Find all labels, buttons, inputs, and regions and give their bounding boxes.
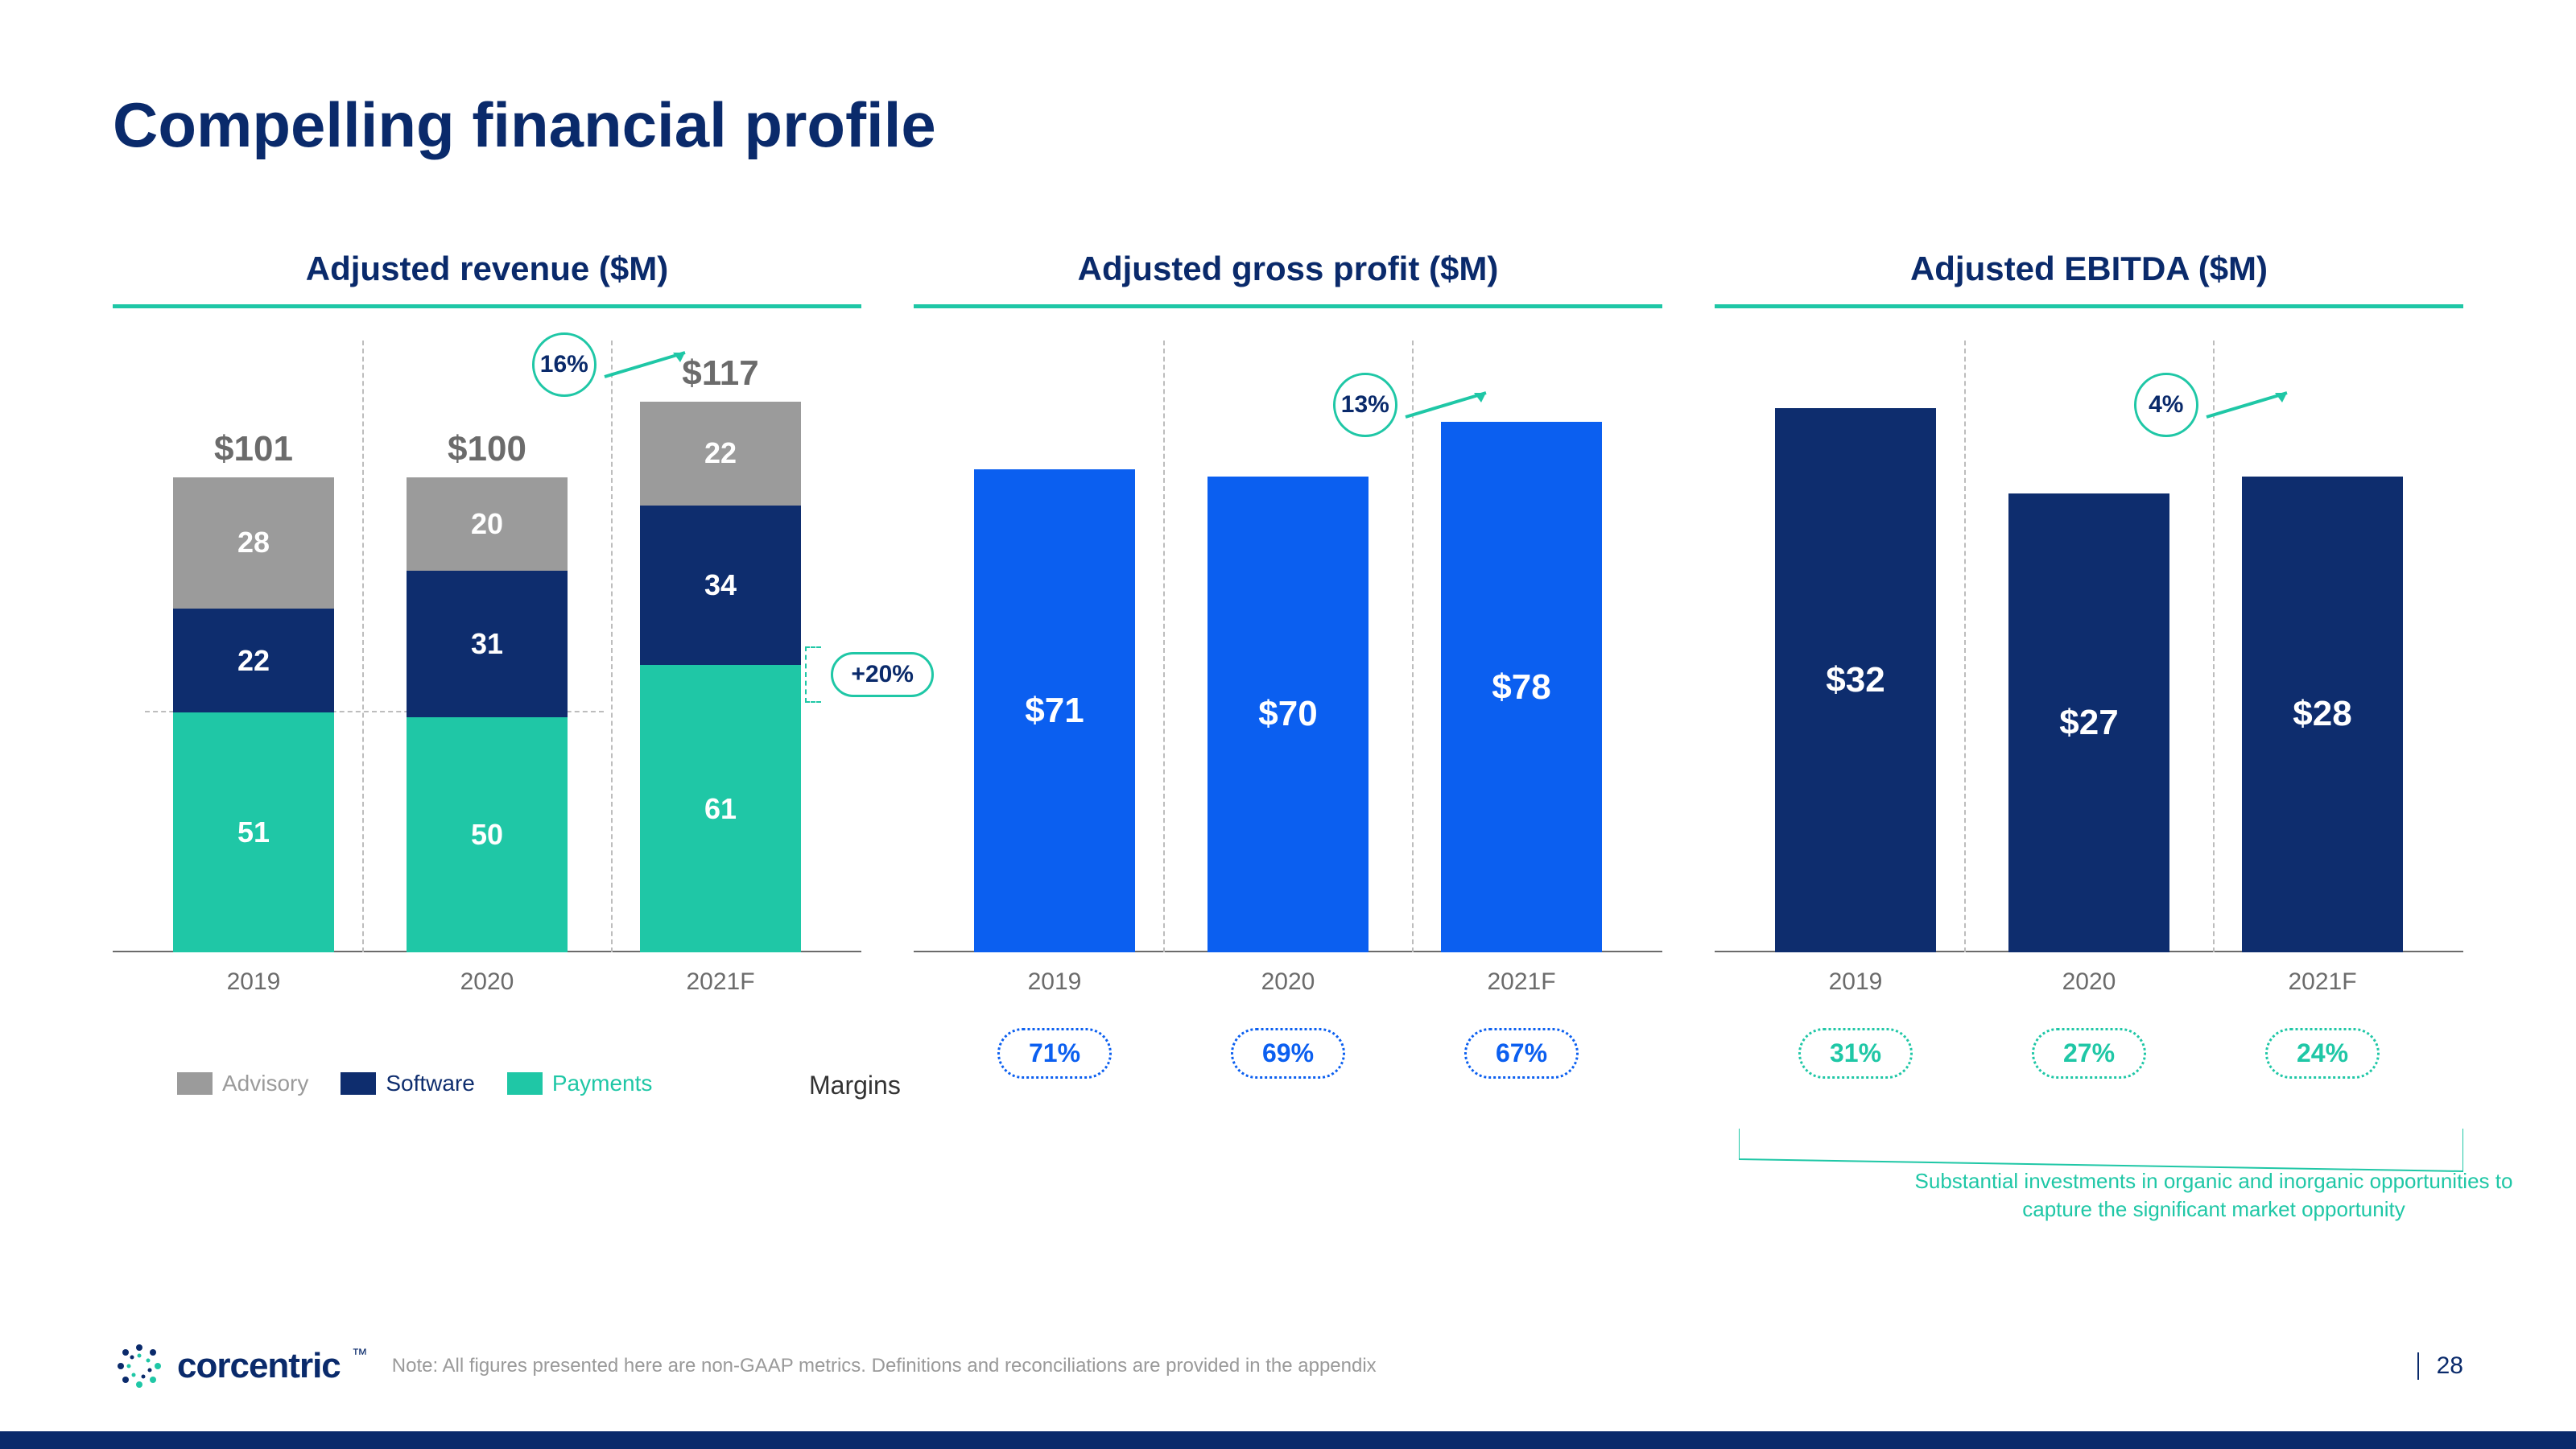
x-label: 2020 <box>407 968 568 996</box>
x-label: 2020 <box>1208 968 1368 996</box>
ebitda-margins: 31% 27% 24% <box>1715 996 2463 1079</box>
bar-stack: 503120$100 <box>407 477 568 952</box>
bar-group: $27 <box>2008 493 2169 952</box>
growth-callout: 16% <box>532 332 701 397</box>
legend-swatch <box>341 1072 376 1095</box>
bar-total: $100 <box>407 429 568 469</box>
page-title: Compelling financial profile <box>113 89 936 162</box>
margin-pill: 31% <box>1798 1028 1913 1079</box>
bar-group: $32 <box>1775 408 1936 952</box>
gross-profit-chart: Adjusted gross profit ($M) $71$70$7813% … <box>914 250 1662 1079</box>
legend-label: Payments <box>552 1071 653 1096</box>
margin-pill: 71% <box>997 1028 1112 1079</box>
bar: $32 <box>1775 408 1936 952</box>
bar-stack: 512228$101 <box>173 477 334 952</box>
legend-item-payments: Payments <box>507 1071 653 1096</box>
x-label: 2020 <box>2008 968 2169 996</box>
growth-value: 16% <box>532 332 597 397</box>
growth-callout: 4% <box>2134 373 2303 437</box>
bar-segment-payments: 51 <box>173 712 334 952</box>
bar-group: $28 <box>2242 477 2403 952</box>
x-label: 2019 <box>173 968 334 996</box>
bar-segment-software: 34 <box>640 506 801 666</box>
logo-icon <box>113 1340 166 1393</box>
bar-segment-advisory: 22 <box>640 402 801 506</box>
bar-segment-payments: 50 <box>407 717 568 952</box>
margin-pill: 67% <box>1464 1028 1579 1079</box>
growth-value: 13% <box>1333 373 1397 437</box>
x-label: 2019 <box>1775 968 1936 996</box>
legend: Advisory Software Payments <box>177 1071 652 1096</box>
divider <box>1715 304 2463 308</box>
bar-segment-software: 31 <box>407 571 568 716</box>
bar-segment-advisory: 28 <box>173 477 334 609</box>
charts-row: Adjusted revenue ($M) 512228$101503120$1… <box>113 250 2463 1079</box>
page-number: 28 <box>2417 1352 2463 1380</box>
bar: $71 <box>974 469 1135 952</box>
gross-profit-x-labels: 2019 2020 2021F <box>914 952 1662 996</box>
revenue-plot-area: 512228$101503120$100613422$11716%+20% <box>113 341 861 952</box>
gross-profit-plot-area: $71 $70 $78 13% <box>914 341 1662 952</box>
x-label: 2019 <box>974 968 1135 996</box>
margins-label: Margins <box>809 1071 901 1100</box>
x-label: 2021F <box>640 968 801 996</box>
divider <box>914 304 1662 308</box>
footer-note: Note: All figures presented here are non… <box>392 1355 1377 1377</box>
legend-item-software: Software <box>341 1071 475 1096</box>
ebitda-chart: Adjusted EBITDA ($M) $32 $27 $28 4% 2019 202… <box>1715 250 2463 1079</box>
footer: corcentric ™ Note: All figures presented… <box>113 1340 2463 1393</box>
growth-value: 4% <box>2134 373 2198 437</box>
gross-profit-chart-title: Adjusted gross profit ($M) <box>914 250 1662 304</box>
bar: $28 <box>2242 477 2403 952</box>
legend-label: Software <box>386 1071 475 1096</box>
separator <box>362 341 364 952</box>
ebitda-chart-title: Adjusted EBITDA ($M) <box>1715 250 2463 304</box>
bar-stack: 613422$117 <box>640 402 801 952</box>
bar-group: $78 <box>1441 422 1602 952</box>
separator <box>611 341 613 952</box>
ebitda-plot-area: $32 $27 $28 4% <box>1715 341 2463 952</box>
legend-swatch <box>507 1072 543 1095</box>
growth-callout: 13% <box>1333 373 1502 437</box>
legend-label: Advisory <box>222 1071 308 1096</box>
bar-group: $70 <box>1208 477 1368 952</box>
x-label: 2021F <box>1441 968 1602 996</box>
ebitda-x-labels: 2019 2020 2021F <box>1715 952 2463 996</box>
divider <box>113 304 861 308</box>
bar: $27 <box>2008 493 2169 952</box>
margin-pill: 24% <box>2265 1028 2380 1079</box>
bar-segment-software: 22 <box>173 609 334 712</box>
bar-group: $71 <box>974 469 1135 952</box>
investment-callout: Substantial investments in organic and i… <box>1908 1167 2520 1224</box>
revenue-x-labels: 2019 2020 2021F <box>113 952 861 996</box>
bar-group: 512228$101 <box>173 477 334 952</box>
revenue-chart: Adjusted revenue ($M) 512228$101503120$1… <box>113 250 861 1079</box>
margin-pill: 69% <box>1231 1028 1345 1079</box>
revenue-chart-title: Adjusted revenue ($M) <box>113 250 861 304</box>
bar-group: 503120$100 <box>407 477 568 952</box>
gross-profit-margins: 71% 69% 67% <box>914 996 1662 1079</box>
margin-pill: 27% <box>2032 1028 2146 1079</box>
bar: $78 <box>1441 422 1602 952</box>
bar-group: 613422$117 <box>640 402 801 952</box>
logo: corcentric ™ <box>113 1340 368 1393</box>
bar-segment-advisory: 20 <box>407 477 568 572</box>
separator <box>1964 341 1966 952</box>
bar-segment-payments: 61 <box>640 665 801 952</box>
logo-text: corcentric <box>177 1346 341 1386</box>
bottom-stripe <box>0 1431 2576 1449</box>
bar: $70 <box>1208 477 1368 952</box>
legend-item-advisory: Advisory <box>177 1071 308 1096</box>
legend-swatch <box>177 1072 213 1095</box>
separator <box>1163 341 1165 952</box>
bar-total: $101 <box>173 429 334 469</box>
x-label: 2021F <box>2242 968 2403 996</box>
